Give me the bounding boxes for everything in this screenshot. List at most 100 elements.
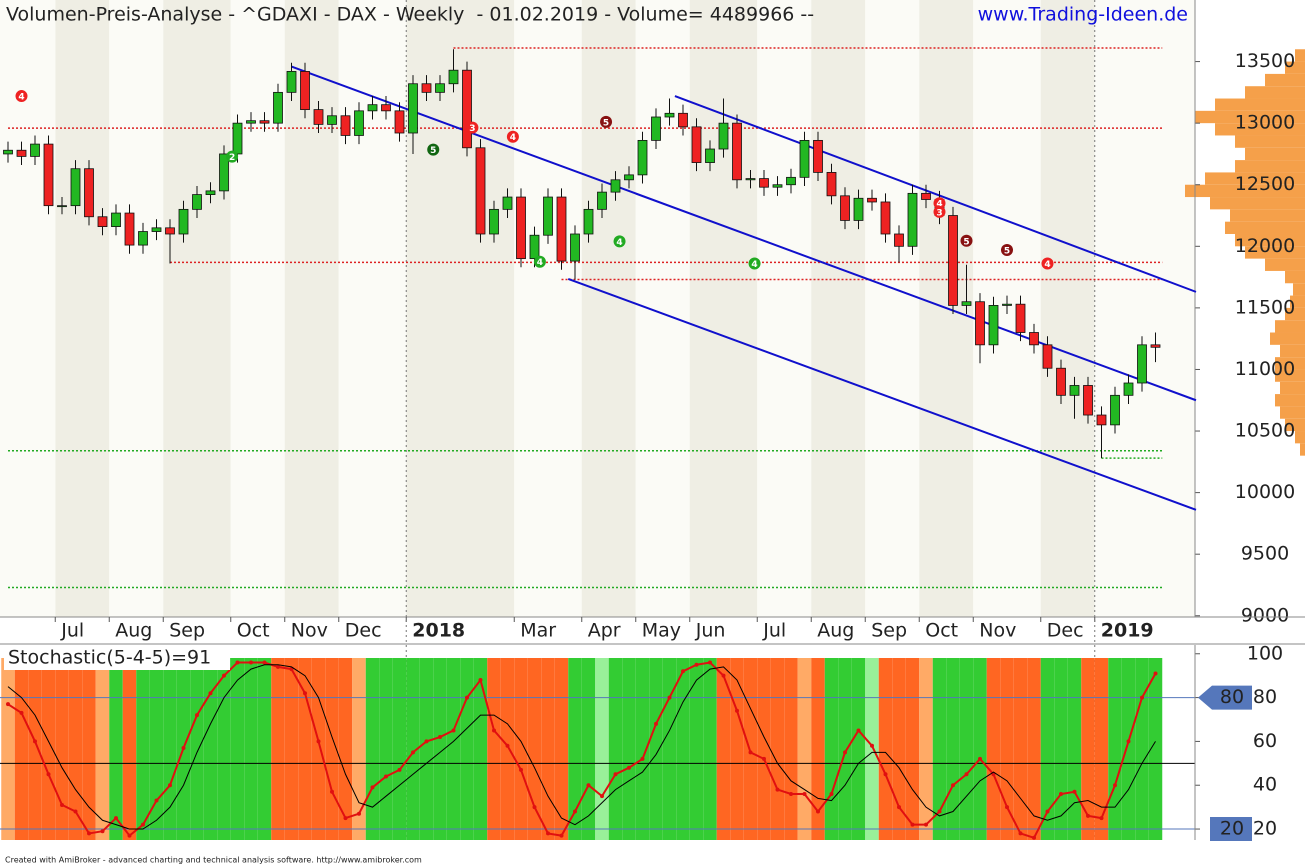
month-band <box>406 0 515 617</box>
signal-label: 5 <box>963 237 969 247</box>
stochastic-dot <box>762 756 766 761</box>
stochastic-zone <box>109 658 123 840</box>
signal-marker <box>1001 244 1013 257</box>
x-tick-label: Jun <box>695 620 726 642</box>
stochastic-zone <box>122 658 137 840</box>
stochastic-zone <box>730 658 744 840</box>
signal-label: 4 <box>510 133 516 143</box>
stochastic-dot <box>546 831 550 836</box>
stochastic-dot <box>978 756 982 761</box>
candle-body <box>448 69 459 85</box>
candle-body <box>880 201 891 235</box>
stochastic-dot <box>384 774 388 779</box>
stochastic-zone <box>716 658 731 840</box>
stochastic-zone <box>406 658 420 840</box>
stochastic-zone <box>757 658 771 840</box>
month-band <box>0 0 56 617</box>
candle-body <box>489 208 499 235</box>
stochastic-dot <box>829 791 834 796</box>
candle-body <box>205 190 216 195</box>
signal-label: 4 <box>616 238 622 248</box>
profile-bar <box>1205 172 1305 185</box>
month-band <box>284 0 339 617</box>
band-marker <box>1210 817 1252 842</box>
stochastic-zone <box>676 658 690 840</box>
candle-body <box>813 139 823 173</box>
candle-body <box>570 233 580 262</box>
signal-label: 3 <box>936 208 942 218</box>
profile-bar <box>1245 86 1305 99</box>
stochastic-dot <box>451 728 456 733</box>
stochastic-dot <box>816 809 820 814</box>
candle-body <box>718 122 729 150</box>
candle-body <box>97 216 108 228</box>
candle-body <box>192 194 202 210</box>
candle-body <box>651 116 661 141</box>
candle-body <box>894 233 904 247</box>
month-band <box>757 0 812 617</box>
stochastic-zone <box>217 658 231 840</box>
signal-marker <box>933 205 946 218</box>
month-band <box>338 0 407 617</box>
chart-title: Volumen-Preis-Analyse - ^GDAXI - DAX - W… <box>6 4 814 26</box>
profile-bar <box>1275 369 1305 382</box>
stochastic-zone <box>568 658 582 840</box>
stochastic-dot <box>168 783 172 788</box>
stochastic-dot <box>573 809 577 814</box>
signal-marker <box>427 143 440 156</box>
profile-bar <box>1275 394 1305 407</box>
candle-body <box>1110 394 1120 426</box>
profile-bar <box>1275 357 1305 370</box>
candle-body <box>786 176 796 186</box>
stochastic-dot <box>1086 813 1090 818</box>
stochastic-dot <box>1140 695 1144 700</box>
x-tick-label: Sep <box>169 620 205 642</box>
stochastic-line <box>7 664 1156 830</box>
candle-body <box>840 195 850 221</box>
stochastic-dot <box>181 745 186 750</box>
profile-bar <box>1235 233 1305 247</box>
stochastic-zone <box>446 658 461 840</box>
month-band <box>55 0 110 617</box>
stochastic-zone <box>595 658 609 840</box>
candle-body <box>516 196 526 260</box>
candle-body <box>664 112 675 118</box>
y-tick-label: 12500 <box>1235 173 1295 195</box>
stochastic-zone <box>95 658 110 840</box>
stochastic-zone <box>1054 658 1068 840</box>
profile-bar <box>1225 221 1305 234</box>
stochastic-zone <box>581 658 596 840</box>
stochastic-zone <box>1081 658 1095 840</box>
candle-body <box>394 110 405 134</box>
stochastic-dot <box>856 728 861 733</box>
stochastic-dot <box>586 783 591 788</box>
stochastic-dot <box>870 743 874 748</box>
signal-marker <box>15 90 28 103</box>
profile-bar <box>1245 147 1305 161</box>
stochastic-dot <box>1045 809 1050 814</box>
stochastic-zone <box>460 658 474 840</box>
candle-body <box>597 191 607 210</box>
stochastic-dot <box>208 691 213 696</box>
stochastic-zone <box>203 658 218 840</box>
month-band <box>635 0 690 617</box>
x-tick-label: Nov <box>291 620 328 642</box>
candle-body <box>340 115 351 136</box>
candle-body <box>165 227 175 235</box>
stochastic-dot <box>154 798 159 803</box>
stochastic-dot <box>478 678 483 683</box>
candle-body <box>232 122 243 155</box>
y-tick-label: 80 <box>1253 686 1277 708</box>
signal-marker <box>506 130 519 143</box>
stochastic-dot <box>19 710 24 715</box>
stochastic-dot <box>654 721 658 726</box>
stochastic-zone <box>1027 658 1041 840</box>
stochastic-zone <box>473 658 488 840</box>
profile-bar <box>1265 258 1305 271</box>
candle-body <box>3 149 13 155</box>
stochastic-zone <box>743 658 758 840</box>
signal-marker <box>1041 257 1054 270</box>
candle-body <box>529 234 540 260</box>
profile-bar <box>1285 418 1305 432</box>
stochastic-zone <box>608 658 623 840</box>
